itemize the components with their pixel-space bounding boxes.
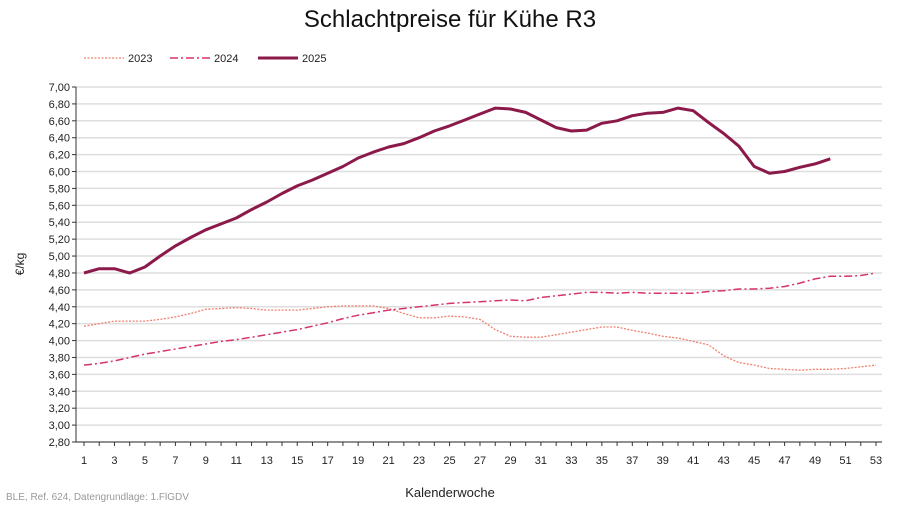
y-tick-label: 6,00 (49, 167, 70, 179)
y-tick-label: 2,80 (49, 437, 70, 449)
x-tick-label: 15 (291, 455, 303, 467)
y-tick-label: 4,00 (49, 336, 70, 348)
legend-label-2025: 2025 (302, 53, 326, 65)
x-tick-label: 13 (261, 455, 273, 467)
x-tick-label: 51 (839, 455, 851, 467)
x-tick-label: 9 (203, 455, 209, 467)
y-tick-label: 4,80 (49, 268, 70, 280)
y-tick-label: 6,40 (49, 133, 70, 145)
x-tick-label: 47 (778, 455, 790, 467)
x-tick-label: 21 (382, 455, 394, 467)
series-line-2024 (83, 272, 877, 366)
y-tick-label: 6,60 (49, 116, 70, 128)
y-tick-label: 5,80 (49, 183, 70, 195)
x-tick-label: 37 (626, 455, 638, 467)
x-tick-label: 17 (322, 455, 334, 467)
x-tick-label: 27 (474, 455, 486, 467)
x-tick-label: 23 (413, 455, 425, 467)
x-tick-label: 19 (352, 455, 364, 467)
y-tick-label: 3,20 (49, 403, 70, 415)
x-tick-label: 11 (231, 455, 242, 467)
x-tick-label: 39 (657, 455, 669, 467)
x-tick-label: 7 (172, 455, 178, 467)
series-line-2025 (83, 106, 831, 275)
y-tick-label: 4,60 (49, 285, 70, 297)
y-axis-label: €/kg (13, 253, 27, 276)
footnote: BLE, Ref. 624, Datengrundlage: 1.FlGDV (6, 492, 189, 503)
y-tick-label: 5,40 (49, 217, 70, 229)
x-axis-label: Kalenderwoche (405, 485, 495, 500)
x-tick-label: 35 (596, 455, 608, 467)
legend-label-2023: 2023 (128, 53, 152, 65)
y-tick-label: 3,40 (49, 386, 70, 398)
x-tick-label: 5 (142, 455, 148, 467)
y-tick-label: 7,00 (49, 82, 70, 94)
series-line-2023 (83, 305, 877, 371)
x-tick-label: 43 (718, 455, 730, 467)
y-tick-label: 4,20 (49, 319, 70, 331)
x-tick-label: 41 (687, 455, 699, 467)
y-tick-label: 6,80 (49, 99, 70, 111)
y-tick-label: 5,00 (49, 251, 70, 263)
x-tick-label: 1 (81, 455, 87, 467)
y-tick-label: 3,80 (49, 352, 70, 364)
x-tick-label: 29 (504, 455, 516, 467)
y-tick-label: 6,20 (49, 150, 70, 162)
x-tick-label: 53 (870, 455, 882, 467)
x-tick-label: 3 (111, 455, 117, 467)
legend-label-2024: 2024 (214, 53, 238, 65)
y-tick-label: 5,60 (49, 200, 70, 212)
x-tick-label: 25 (443, 455, 455, 467)
x-tick-label: 45 (748, 455, 760, 467)
x-tick-label: 33 (565, 455, 577, 467)
y-tick-label: 3,00 (49, 420, 70, 432)
x-tick-label: 31 (535, 455, 547, 467)
y-tick-label: 3,60 (49, 369, 70, 381)
y-tick-label: 4,40 (49, 302, 70, 314)
y-tick-label: 5,20 (49, 234, 70, 246)
x-tick-label: 49 (809, 455, 821, 467)
chart-title: Schlachtpreise für Kühe R3 (303, 6, 597, 33)
